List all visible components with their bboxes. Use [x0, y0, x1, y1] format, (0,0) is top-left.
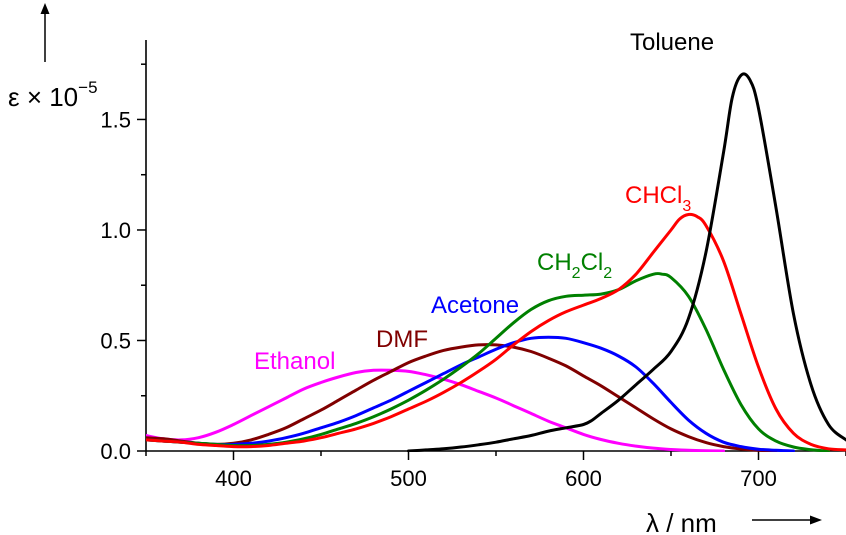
- y-axis-title: ε × 10−5: [8, 78, 98, 112]
- y-tick-label: 0.5: [100, 328, 131, 353]
- series-label-dmf: DMF: [376, 326, 428, 353]
- curve-chcl3: [146, 212, 846, 452]
- y-tick-label: 1.5: [100, 107, 131, 132]
- x-axis-arrow-head: [810, 515, 822, 525]
- spectra-curves: [146, 72, 846, 452]
- series-label-ethanol: Ethanol: [254, 348, 335, 375]
- series-label-toluene: Toluene: [630, 29, 714, 56]
- y-tick-label: 0.0: [100, 439, 131, 464]
- y-axis-arrow-head: [40, 3, 50, 14]
- x-tick-label: 400: [215, 466, 252, 491]
- series-label-chcl3: CHCl3: [625, 182, 691, 215]
- x-tick-label: 700: [740, 466, 777, 491]
- x-axis-title: λ / nm: [646, 508, 717, 535]
- series-label-acetone: Acetone: [431, 292, 519, 319]
- series-labels: Toluene CHCl3 CH2Cl2 Acetone DMF Ethanol: [254, 29, 714, 375]
- x-tick-label: 500: [390, 466, 427, 491]
- y-tick-label: 1.0: [100, 218, 131, 243]
- curve-acetone: [146, 335, 795, 452]
- curve-toluene: [407, 72, 846, 452]
- series-label-ch2cl2: CH2Cl2: [537, 249, 612, 282]
- curve-dmf: [146, 343, 778, 452]
- x-axis-label: λ / nm: [646, 508, 822, 535]
- x-ticks: 400 500 600 700: [145, 451, 846, 491]
- y-ticks: 0.0 0.5 1.0 1.5: [100, 63, 146, 464]
- y-axis-label: ε × 10−5: [8, 3, 98, 112]
- x-tick-label: 600: [565, 466, 602, 491]
